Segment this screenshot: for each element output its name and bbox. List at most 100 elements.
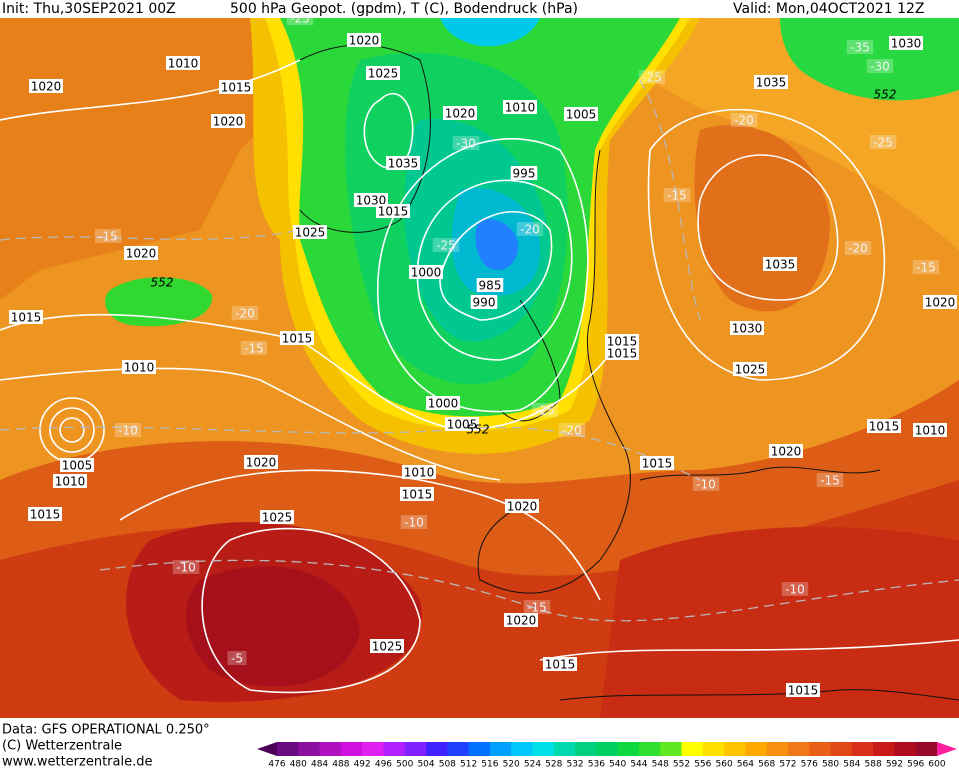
isotherms: [0, 79, 959, 622]
colorbar-swatch: [298, 742, 321, 756]
colorbar-tick-label: 560: [716, 760, 733, 770]
height-label: 552: [467, 423, 490, 437]
temperature-label-box: [692, 477, 720, 491]
colorbar-tick-label: 532: [566, 760, 583, 770]
temperature-label: -10: [118, 424, 138, 438]
pressure-label-box: [543, 657, 577, 671]
pressure-label: 1015: [402, 488, 433, 502]
init-time: Init: Thu,30SEP2021 00Z: [2, 1, 176, 17]
colorbar-tick-label: 528: [545, 760, 562, 770]
map-field: [0, 18, 959, 718]
pressure-label-box: [166, 56, 200, 70]
pressure-label: 1030: [891, 37, 922, 51]
colorbar-tick-label: 508: [439, 760, 456, 770]
pressure-label: 1025: [735, 363, 766, 377]
colorbar-tick-label: 520: [503, 760, 520, 770]
colorbar-tick-label: 580: [822, 760, 839, 770]
colorbar-swatch: [426, 742, 448, 756]
map-title: 500 hPa Geopot. (gpdm), T (C), Bodendruc…: [230, 1, 578, 17]
colorbar-tick-label: 576: [801, 760, 818, 770]
colorbar-swatch: [766, 742, 789, 756]
temperature-label: -10: [696, 478, 716, 492]
pressure-label: 1010: [505, 101, 536, 115]
pressure-label: 1015: [221, 81, 252, 95]
colorbar-swatch: [787, 742, 810, 756]
pressure-label-box: [564, 107, 598, 121]
pressure-label-box: [733, 362, 767, 376]
pressure-label: 1015: [607, 335, 638, 349]
pressure-label-box: [400, 487, 434, 501]
pressure-label: 1015: [545, 658, 576, 672]
colorbar-swatch: [873, 742, 895, 756]
pressure-label: 1005: [62, 459, 93, 473]
colorbar-swatch: [681, 742, 704, 756]
pressure-label-box: [504, 613, 538, 627]
colorbar-swatch: [489, 742, 512, 756]
pressure-label-box: [443, 106, 477, 120]
colorbar-tick-label: 488: [332, 760, 349, 770]
pressure-label-box: [60, 458, 94, 472]
temperature-label-box: [94, 229, 122, 243]
temperature-label: -15: [244, 342, 264, 356]
temperature-label-box: [781, 582, 809, 596]
pressure-label-box: [211, 114, 245, 128]
temperature-label-box: [846, 40, 874, 54]
colorbar-tick-label: 572: [779, 760, 796, 770]
colorbar-swatch: [894, 742, 917, 756]
temperature-label: -35: [850, 41, 870, 55]
pressure-label-box: [29, 79, 63, 93]
data-source: Data: GFS OPERATIONAL 0.250°: [2, 723, 210, 738]
temperature-label: -25: [535, 404, 555, 418]
pressure-label-box: [280, 331, 314, 345]
pressure-label: 985: [479, 279, 502, 293]
pressure-label-box: [366, 66, 400, 80]
temperature-label-box: [663, 188, 691, 202]
colorbar-tick-label: 536: [588, 760, 605, 770]
temperature-label-box: [227, 651, 247, 665]
pressure-label-box: [470, 295, 498, 309]
temperature-label-box: [452, 136, 480, 150]
temperature-label-box: [286, 11, 314, 25]
pressure-label: 1010: [915, 424, 946, 438]
pressure-label-box: [124, 246, 158, 260]
website: www.wetterzentrale.de: [2, 755, 152, 770]
colorbar-tick-label: 556: [694, 760, 711, 770]
pressure-label: 1015: [788, 684, 819, 698]
colorbar-tick-label: 588: [865, 760, 882, 770]
temperature-label-box: [432, 238, 460, 252]
pressure-label-box: [402, 465, 436, 479]
colorbar-tick-label: 480: [290, 760, 307, 770]
temperature-label-box: [844, 241, 872, 255]
colorbar-tick-label: 484: [311, 760, 328, 770]
pressure-label-box: [386, 156, 420, 170]
pressure-label-box: [260, 510, 294, 524]
pressure-label: 1020: [507, 500, 538, 514]
pressure-label-box: [754, 75, 788, 89]
pressure-label-box: [122, 360, 156, 374]
temperature-label: -20: [562, 424, 582, 438]
colorbar-swatch: [277, 742, 299, 756]
temperature-label-box: [523, 600, 551, 614]
pressure-label: 1020: [771, 445, 802, 459]
pressure-label: 1015: [607, 347, 638, 361]
pressure-label: 1015: [378, 205, 409, 219]
colorbar-swatch: [724, 742, 746, 756]
temperature-label: -20: [520, 223, 540, 237]
temperature-label-box: [869, 135, 897, 149]
temperature-label: -10: [404, 516, 424, 530]
colorbar: 476 480 484 488 492 496 500 504 508 512 516 520 524 5…: [257, 742, 957, 770]
colorbar-swatch: [404, 742, 427, 756]
pressure-label: 1020: [506, 614, 537, 628]
pressure-label-box: [913, 423, 947, 437]
temperature-label: -15: [820, 474, 840, 488]
pressure-label-box: [505, 499, 539, 513]
colorbar-swatch: [617, 742, 640, 756]
pressure-label: 1025: [372, 640, 403, 654]
temperature-label: -5: [231, 652, 243, 666]
temperature-label-box: [638, 70, 666, 84]
pressure-label: 1030: [732, 322, 763, 336]
colorbar-tick-label: 516: [481, 760, 498, 770]
pressure-label: 995: [513, 167, 536, 181]
temperature-label: -20: [848, 242, 868, 256]
